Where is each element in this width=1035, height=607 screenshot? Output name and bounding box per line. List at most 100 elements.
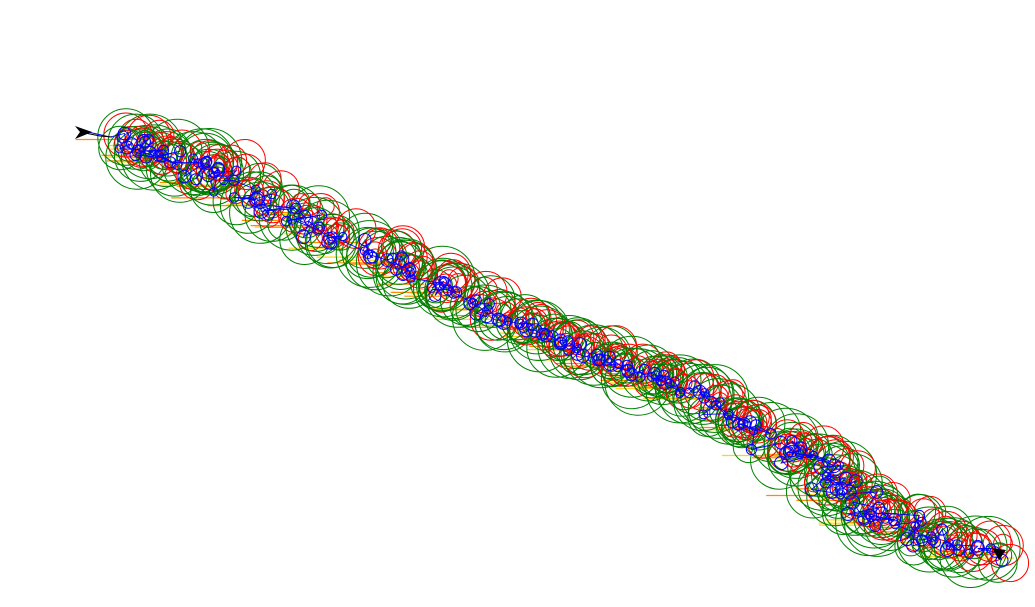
blue-circle	[496, 315, 512, 330]
blue-circle	[401, 262, 417, 278]
blue-circle	[553, 336, 568, 351]
blue-circle	[438, 277, 452, 291]
blue-circle	[985, 543, 997, 554]
blue-circle	[669, 376, 680, 387]
blue-circle	[952, 544, 965, 557]
green-circle	[717, 400, 760, 443]
blue-circle	[875, 506, 889, 520]
blue-circle	[174, 145, 187, 158]
blue-circle	[765, 428, 777, 440]
blue-circle	[723, 410, 734, 421]
blue-circle	[945, 538, 954, 548]
blue-circle	[405, 267, 415, 277]
blue-circle	[266, 188, 277, 200]
blue-circle	[324, 236, 338, 250]
blue-circle	[197, 157, 210, 170]
blue-circle	[116, 130, 130, 144]
blue-circle	[287, 214, 298, 225]
red-circle	[729, 406, 764, 441]
red-circle	[735, 399, 770, 434]
green-circle	[721, 405, 762, 446]
blue-circle	[723, 408, 734, 419]
green-circle	[844, 490, 911, 557]
red-circle	[720, 379, 746, 405]
blue-circle	[936, 523, 949, 536]
blue-circle	[380, 253, 394, 267]
blue-circle	[835, 489, 846, 500]
blue-circle	[794, 449, 805, 459]
blue-circle	[869, 519, 882, 532]
blue-circle	[463, 297, 477, 311]
blue-circle	[539, 329, 554, 343]
blue-circle	[241, 195, 256, 209]
blue-circle	[845, 494, 861, 510]
blue-circle	[603, 358, 617, 372]
blue-circle	[612, 363, 622, 373]
green-circle	[709, 397, 739, 427]
blue-circle	[916, 534, 928, 547]
blue-circle	[114, 144, 125, 154]
blue-circle	[692, 384, 707, 399]
green-circle	[426, 266, 481, 321]
blue-circle	[929, 536, 941, 548]
blue-circle	[830, 474, 841, 486]
blue-circle	[208, 167, 220, 179]
blue-circle	[624, 367, 639, 382]
blue-circle	[139, 135, 152, 148]
blue-circle	[218, 175, 229, 186]
blue-circle	[822, 471, 832, 481]
green-circle	[455, 286, 502, 333]
red-circle	[746, 426, 780, 459]
red-circle	[213, 149, 239, 174]
blue-circle	[519, 322, 534, 338]
blue-circle	[688, 380, 702, 393]
blue-circle	[825, 486, 839, 499]
green-circle	[449, 285, 492, 328]
blue-circle	[426, 282, 437, 293]
blue-circle	[864, 508, 875, 520]
blue-circle	[358, 233, 372, 247]
blue-circle	[296, 229, 311, 245]
blue-circle	[290, 202, 302, 215]
blue-circle	[804, 482, 819, 497]
arrow-down-icon	[992, 548, 1006, 560]
green-circle	[679, 366, 735, 422]
blue-circle	[199, 156, 212, 169]
blue-circle	[338, 231, 348, 242]
red-circle	[548, 325, 593, 370]
blue-circle	[483, 304, 494, 315]
blue-circle	[870, 485, 884, 499]
blue-circle	[316, 209, 328, 221]
blue-circle	[710, 400, 722, 411]
blue-circle	[139, 150, 153, 164]
blue-circle	[600, 354, 612, 366]
blue-circle	[749, 426, 759, 436]
blue-circle	[129, 148, 142, 161]
blue-circle	[281, 215, 292, 227]
blue-circle	[155, 149, 169, 163]
blue-circle	[553, 333, 568, 348]
blue-circle	[503, 316, 513, 326]
red-circle	[717, 402, 753, 438]
green-circle	[219, 176, 277, 234]
blue-circle	[774, 456, 789, 471]
green-circle	[178, 138, 234, 194]
blue-circle	[603, 350, 616, 364]
blue-circle	[782, 446, 795, 458]
green-circle	[473, 290, 534, 351]
blue-circle	[634, 371, 646, 383]
blue-circle	[262, 208, 275, 221]
red-circle	[665, 373, 702, 411]
blue-circle	[209, 187, 219, 197]
red-circle	[805, 436, 851, 482]
blue-circle	[546, 330, 559, 343]
blue-circle	[587, 352, 598, 363]
blue-circle	[834, 460, 844, 470]
green-circle	[417, 278, 448, 309]
arrow-right-icon	[75, 126, 92, 139]
green-circle	[896, 506, 963, 573]
blue-circle	[848, 474, 863, 488]
blue-circle	[228, 174, 240, 186]
blue-circle	[942, 540, 952, 550]
blue-circle	[704, 395, 717, 408]
